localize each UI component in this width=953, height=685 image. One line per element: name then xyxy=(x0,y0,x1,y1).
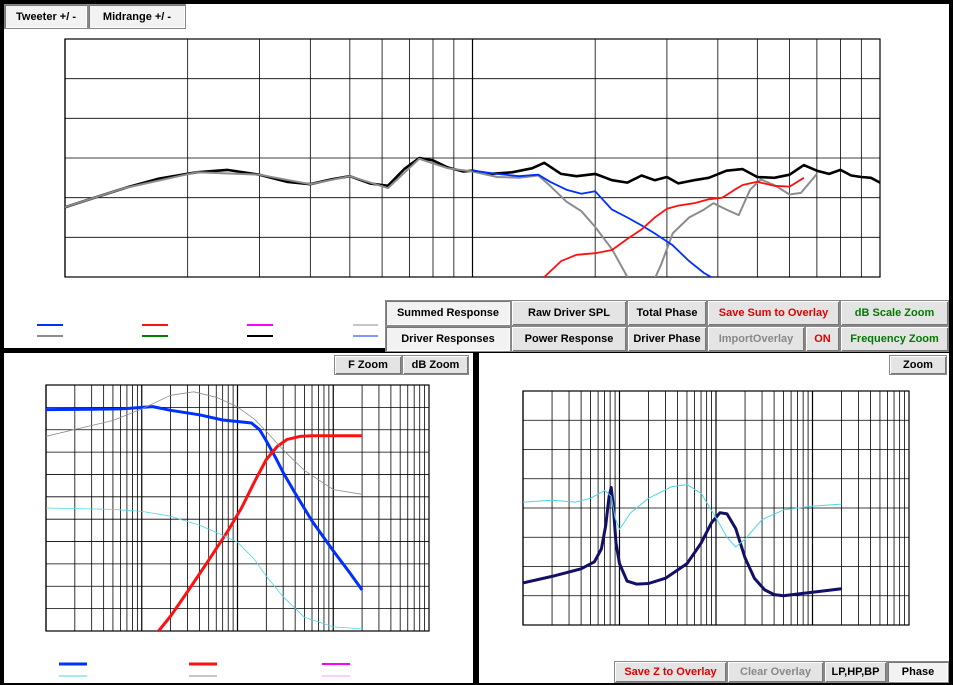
driver-phase-button[interactable]: Driver Phase xyxy=(627,326,707,352)
power-response-button[interactable]: Power Response xyxy=(511,326,627,352)
series-line-impedance xyxy=(523,486,842,598)
series-line-hp xyxy=(543,177,805,277)
series-line-lp xyxy=(472,169,712,277)
driver-responses-button[interactable]: Driver Responses xyxy=(385,326,511,352)
series-line-modeled xyxy=(65,157,818,277)
series-line-phase-lp xyxy=(46,507,363,630)
system-impedance-chart xyxy=(522,390,910,626)
raw-driver-spl-button[interactable]: Raw Driver SPL xyxy=(511,300,627,326)
system-impedance-panel: Zoom Save Z to Overlay Clear Overlay LP,… xyxy=(479,353,949,683)
overlay-on-button[interactable]: ON xyxy=(805,326,840,352)
import-overlay-button[interactable]: ImportOverlay xyxy=(707,326,805,352)
lp-hp-bp-button[interactable]: LP,HP,BP xyxy=(824,661,887,683)
series-line-phase-hp xyxy=(46,391,363,495)
summed-response-button[interactable]: Summed Response xyxy=(385,300,511,326)
midrange-button[interactable]: Midrange +/ - xyxy=(88,4,186,29)
series-line-imp-phase xyxy=(523,484,842,548)
filter-transfer-chart xyxy=(45,384,430,677)
db-zoom-button[interactable]: dB Zoom xyxy=(402,355,469,375)
impedance-zoom-button[interactable]: Zoom xyxy=(889,355,947,375)
total-phase-button[interactable]: Total Phase xyxy=(627,300,707,326)
clear-overlay-button[interactable]: Clear Overlay xyxy=(727,661,824,683)
filter-transfer-panel: F Zoom dB Zoom xyxy=(4,353,473,683)
series-line-hp xyxy=(157,434,363,631)
tweeter-button[interactable]: Tweeter +/ - xyxy=(4,4,88,29)
plot-frame xyxy=(64,38,881,278)
system-response-panel: Tweeter +/ - Midrange +/ - Summed Respon… xyxy=(4,4,949,352)
db-scale-zoom-button[interactable]: dB Scale Zoom xyxy=(840,300,949,326)
f-zoom-button[interactable]: F Zoom xyxy=(334,355,402,375)
frequency-zoom-button[interactable]: Frequency Zoom xyxy=(840,326,949,352)
phase-button[interactable]: Phase xyxy=(887,661,949,683)
system-response-chart xyxy=(37,38,881,337)
save-z-overlay-button[interactable]: Save Z to Overlay xyxy=(614,661,727,683)
save-sum-overlay-button[interactable]: Save Sum to Overlay xyxy=(707,300,840,326)
series-line-lp xyxy=(46,405,364,591)
plot-frame xyxy=(522,390,910,626)
